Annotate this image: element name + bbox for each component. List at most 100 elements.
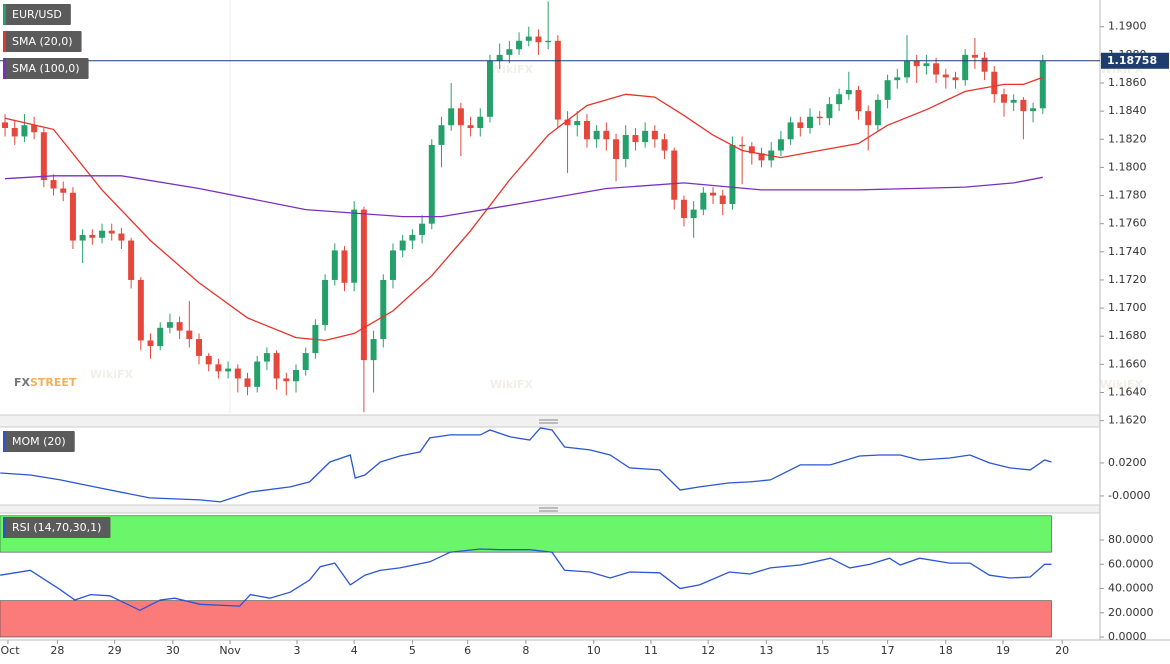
candle-body [506, 49, 513, 55]
y-tick-label: 80.0000 [1108, 533, 1154, 546]
candle-body [31, 125, 38, 133]
candle-body [157, 327, 164, 347]
candle-body [341, 250, 348, 283]
x-tick-label: Nov [219, 644, 241, 657]
watermark: WikiFX [490, 63, 534, 76]
candle-body [748, 146, 755, 154]
y-tick-label: 1.1640 [1108, 385, 1147, 398]
y-tick-label: 1.1800 [1108, 160, 1147, 173]
x-tick-label: 15 [816, 644, 830, 657]
candle-body [661, 139, 668, 151]
candle-body [593, 130, 600, 140]
candle-body [11, 128, 18, 137]
y-tick-label: 1.1660 [1108, 357, 1147, 370]
candle-body [302, 353, 309, 370]
candle-body [225, 368, 232, 372]
candle-body [981, 57, 988, 72]
candle-body [448, 108, 455, 126]
candle-body [710, 192, 717, 196]
candle-body [186, 330, 193, 340]
candle-body [428, 144, 435, 224]
candle-body [273, 353, 280, 379]
candle-body [632, 135, 639, 143]
candle-body [1039, 60, 1046, 109]
brand-logo: STREET [30, 376, 77, 389]
candle-body [128, 240, 135, 280]
candle-body [642, 130, 649, 143]
candle-body [50, 180, 57, 189]
candle-body [2, 122, 9, 129]
candle-body [196, 339, 203, 356]
candle-body [89, 234, 96, 238]
panel-separator [0, 415, 1100, 427]
candle-body [729, 144, 736, 204]
legend-box [3, 431, 75, 452]
x-tick-label: 4 [351, 644, 358, 657]
candle-body [913, 60, 920, 67]
candle-body [419, 223, 426, 235]
y-tick-label: 1.1700 [1108, 301, 1147, 314]
candle-body [613, 139, 620, 159]
candle-body [787, 122, 794, 140]
candle-body [816, 116, 823, 119]
candle-body [79, 234, 86, 241]
candle-body [399, 240, 406, 251]
candle-body [409, 234, 416, 241]
legend-box [3, 31, 82, 52]
candle-body [370, 339, 377, 361]
candle-body [166, 322, 173, 328]
candle-body [1000, 94, 1007, 103]
series-line [4, 76, 1044, 342]
x-tick-label: 12 [701, 644, 715, 657]
y-tick-label: 1.1820 [1108, 132, 1147, 145]
candle-body [719, 195, 726, 204]
candle-body [118, 233, 125, 241]
legend-label: EUR/USD [12, 8, 62, 21]
x-tick-label: 5 [409, 644, 416, 657]
candle-body [777, 139, 784, 151]
candle-body [894, 77, 901, 81]
candle-body [322, 279, 329, 325]
candle-body [904, 60, 911, 78]
x-tick-label: 18 [939, 644, 953, 657]
legend-label: RSI (14,70,30,1) [12, 521, 101, 534]
y-tick-label: 0.0200 [1108, 456, 1147, 469]
candle-body [99, 230, 106, 238]
y-tick-label: 1.1900 [1108, 20, 1147, 33]
legend-label: SMA (100,0) [12, 62, 80, 75]
candle-body [380, 279, 387, 340]
candle-body [758, 153, 765, 161]
x-tick-label: 8 [522, 644, 529, 657]
candle-body [807, 116, 814, 129]
series-line [4, 175, 1043, 218]
x-tick-label: 13 [759, 644, 773, 657]
legend-label: SMA (20,0) [12, 35, 73, 48]
candle-body [545, 40, 552, 43]
candle-body [331, 250, 338, 280]
candle-body [583, 120, 590, 140]
x-tick-label: 20 [1055, 644, 1069, 657]
y-tick-label: 1.1780 [1108, 189, 1147, 202]
watermark: WikiFX [1100, 378, 1144, 391]
candle-body [176, 322, 183, 331]
candle-body [574, 120, 581, 126]
candle-body [21, 125, 28, 137]
candle-body [952, 77, 959, 81]
legend-swatch [3, 31, 6, 52]
candle-body [671, 150, 678, 200]
candle-body [486, 60, 493, 117]
brand-logo: FX [14, 376, 31, 389]
y-tick-label: 20.0000 [1108, 606, 1154, 619]
candle-body [108, 230, 115, 234]
candle-body [884, 80, 891, 100]
x-tick-label: Oct [0, 644, 20, 657]
candle-body [292, 369, 299, 382]
candle-body [283, 378, 290, 382]
candle-body [254, 361, 261, 387]
candle-body [389, 250, 396, 280]
candle-body [826, 104, 833, 119]
candle-body [855, 90, 862, 112]
candle-body [535, 36, 542, 43]
